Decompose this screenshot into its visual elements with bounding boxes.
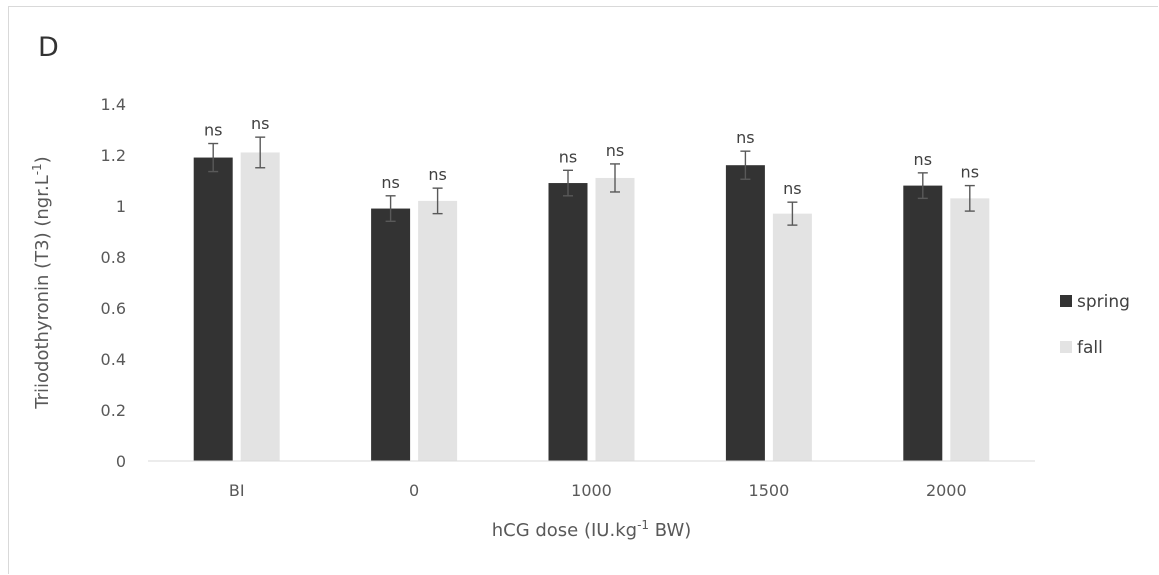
error-bar (385, 195, 396, 223)
x-tick-label: 1000 (571, 481, 612, 500)
error-bar (610, 163, 620, 193)
x-axis-title: hCG dose (IU.kg-1 BW) (492, 518, 692, 541)
data-label: ns (559, 147, 577, 166)
bar-spring (903, 185, 943, 461)
data-label: ns (606, 141, 624, 160)
error-bar (255, 136, 266, 169)
x-axis-ticks: BI 0 1000 1500 2000 (229, 481, 967, 500)
bar-spring (548, 183, 588, 462)
legend: spring fall (1060, 292, 1130, 358)
legend-swatch-fall (1060, 341, 1072, 353)
y-tick-label: 0.6 (101, 299, 126, 318)
data-label: ns (961, 163, 979, 182)
legend-label-spring: spring (1077, 292, 1130, 312)
legend-label-fall: fall (1077, 338, 1103, 358)
chart-frame (8, 6, 1158, 574)
data-label: ns (783, 179, 801, 198)
bar-fall (950, 198, 990, 461)
data-label: ns (914, 150, 932, 169)
bar-spring (725, 165, 765, 461)
error-bar (917, 172, 928, 200)
error-bar (208, 142, 219, 173)
y-tick-label: 0.8 (101, 248, 126, 267)
y-axis-title: Triiodothyronin (T3) (ngr.L-1) (30, 156, 53, 409)
y-tick-label: 0 (116, 452, 126, 471)
data-label: ns (251, 114, 269, 133)
bar-fall (418, 200, 458, 461)
y-tick-label: 0.2 (101, 401, 126, 420)
data-label: ns (736, 128, 754, 147)
data-label: ns (381, 173, 399, 192)
bar-spring (193, 157, 233, 462)
error-bar (787, 201, 798, 226)
y-tick-label: 0.4 (101, 350, 126, 369)
x-tick-label: BI (229, 481, 245, 500)
y-tick-label: 1 (116, 197, 126, 216)
x-tick-label: 0 (409, 481, 419, 500)
y-tick-label: 1.4 (101, 95, 126, 114)
data-label: ns (204, 121, 222, 140)
panel-label: D (38, 32, 59, 63)
error-bar (563, 169, 573, 197)
error-bar (740, 150, 751, 180)
y-tick-label: 1.2 (101, 146, 126, 165)
error-bar (432, 187, 443, 215)
bar-spring (371, 208, 411, 461)
x-tick-label: 2000 (926, 481, 967, 500)
x-tick-label: 1500 (749, 481, 790, 500)
data-label: ns (428, 165, 446, 184)
legend-swatch-spring (1060, 295, 1072, 307)
bar-fall (595, 177, 635, 461)
bar-fall (240, 152, 280, 461)
bar-fall (772, 213, 812, 461)
error-bar (964, 184, 975, 212)
y-axis-ticks: 0 0.2 0.4 0.6 0.8 1 1.2 1.4 (101, 95, 126, 471)
bars: ns ns ns ns ns ns ns ns ns ns (193, 114, 990, 462)
